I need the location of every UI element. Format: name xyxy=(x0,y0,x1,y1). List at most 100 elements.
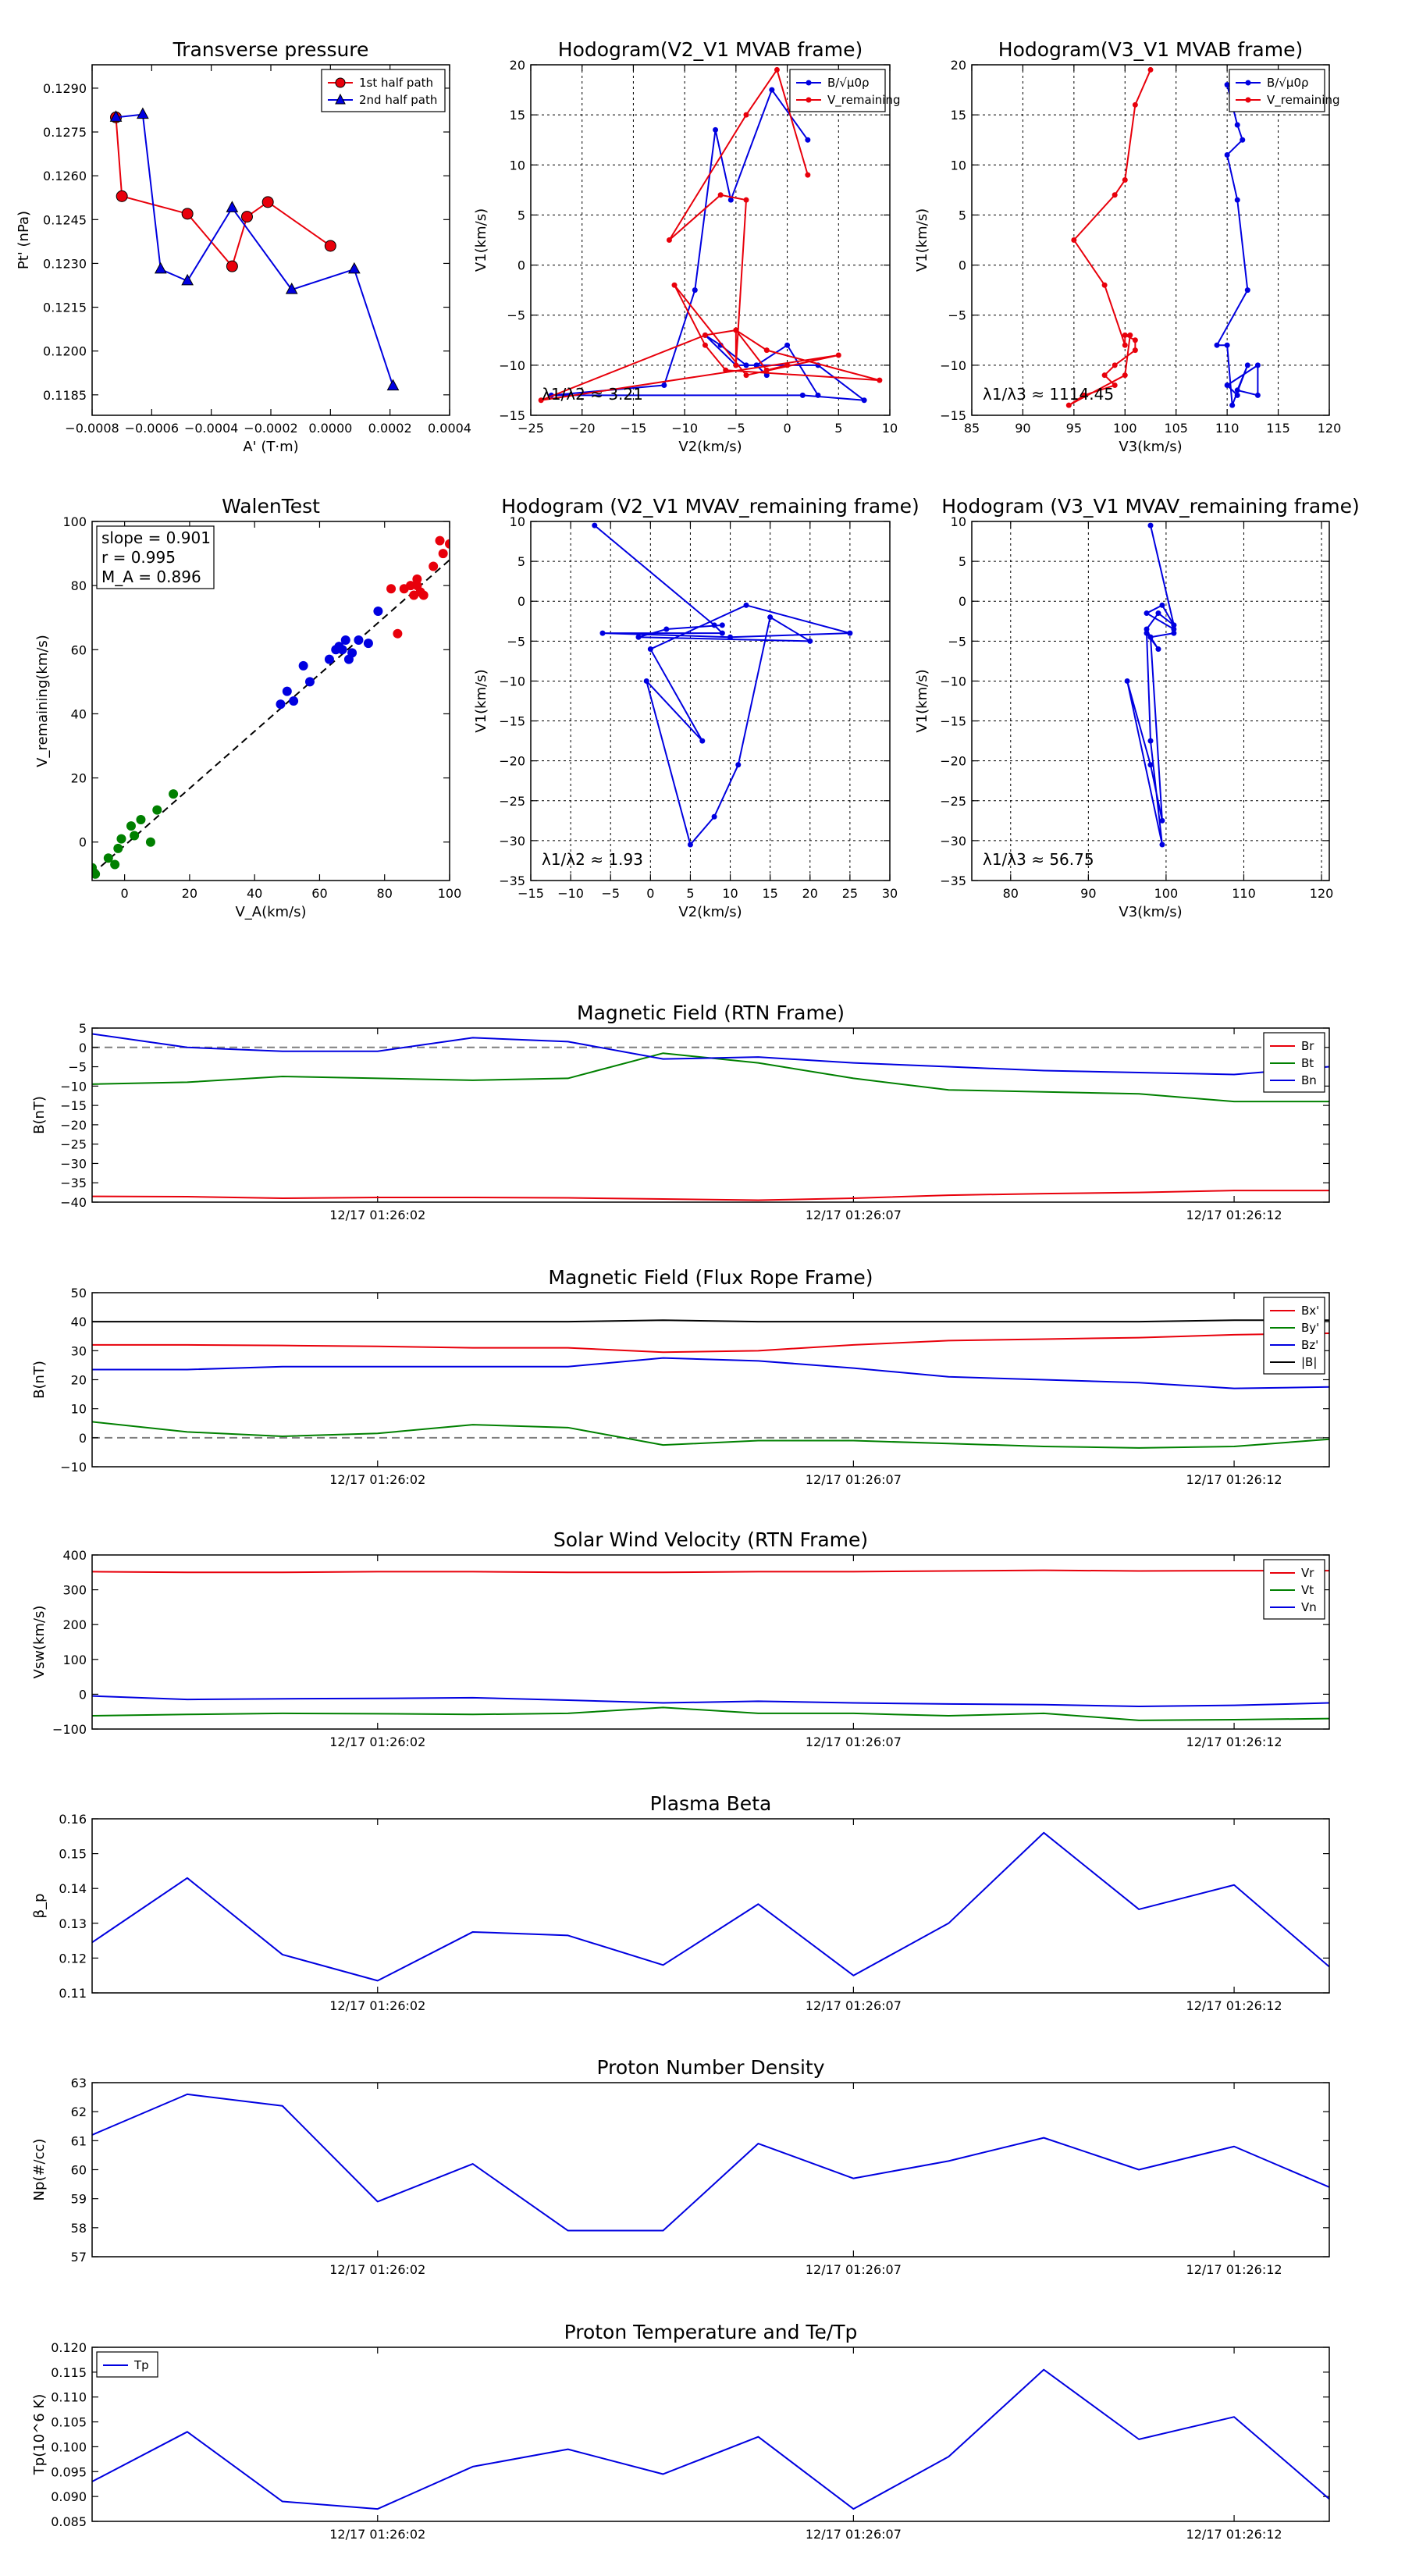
data-point xyxy=(805,137,811,143)
chart-title: Magnetic Field (Flux Rope Frame) xyxy=(548,1266,873,1289)
y-tick-label: −10 xyxy=(499,674,525,688)
data-point xyxy=(635,634,642,640)
data-point xyxy=(1254,392,1261,398)
chart-title: Magnetic Field (RTN Frame) xyxy=(577,1002,845,1024)
chart-hodo_v2v1_mvab: −15 −10 −5 0 5 10 15 20 −25 −20 −15 −10 −5 0 5 10 Hodogr… xyxy=(473,38,901,455)
series-line-V_remaining xyxy=(1126,525,1175,845)
data-point xyxy=(109,110,123,122)
y-axis-label: B(nT) xyxy=(31,1361,48,1399)
y-tick-label: −30 xyxy=(499,834,525,849)
chart-title: Hodogram(V3_V1 MVAB frame) xyxy=(998,38,1303,61)
y-tick-label: 0 xyxy=(79,1431,87,1446)
data-point xyxy=(298,660,308,671)
y-tick-label: 0 xyxy=(959,594,966,609)
chart-mag_fr: −10 0 10 20 30 40 50 12/17 01:26:02 12/17 01:26:… xyxy=(31,1266,1330,1487)
y-axis-label: Pt' (nPa) xyxy=(16,211,32,269)
y-tick-label: 60 xyxy=(71,2163,87,2178)
y-tick-label: −30 xyxy=(60,1156,87,1171)
y-tick-label: 0 xyxy=(79,835,87,850)
data-point xyxy=(412,574,422,584)
ticks: −35 −30 −25 −20 −15 −10 −5 0 5 10 80 90 100 110 120 xyxy=(940,514,1333,901)
data-point xyxy=(1244,362,1250,368)
y-tick-label: 15 xyxy=(951,108,966,123)
data-point xyxy=(1144,626,1150,632)
x-tick-label: −0.0004 xyxy=(184,421,238,436)
y-tick-label: −25 xyxy=(499,794,525,809)
data-point xyxy=(767,614,774,621)
y-tick-label: 40 xyxy=(71,1315,87,1329)
data-point xyxy=(743,112,749,118)
x-tick-label: 12/17 01:26:07 xyxy=(806,1472,902,1487)
data-point xyxy=(807,638,813,644)
data-point xyxy=(1065,402,1072,408)
chart-temperature: 0.085 0.090 0.095 0.100 0.105 0.110 0.115 0.120… xyxy=(31,2321,1330,2542)
y-tick-label: −15 xyxy=(499,714,525,729)
y-tick-label: 0.13 xyxy=(59,1916,87,1931)
ticks: −40 −35 −30 −25 −20 −15 −10 −5 0 5 12/17 01:26:02 1… xyxy=(60,1021,1329,1222)
x-tick-label: −25 xyxy=(518,421,544,436)
data-point xyxy=(240,211,253,223)
data-point xyxy=(743,602,749,608)
data-point xyxy=(1122,177,1128,183)
x-axis-label: A' (T·m) xyxy=(243,439,298,455)
data-point xyxy=(1112,192,1118,198)
x-tick-label: −15 xyxy=(518,886,544,901)
ticks: −15 −10 −5 0 5 10 15 20 85 90 95 100 105 110 115 120 xyxy=(940,58,1341,436)
data-point xyxy=(126,821,136,831)
data-point xyxy=(226,260,238,272)
data-point xyxy=(763,367,770,373)
y-tick-label: 59 xyxy=(71,2192,87,2207)
y-tick-label: 0 xyxy=(79,1041,87,1055)
series-line-V_remaining xyxy=(1068,69,1151,407)
legend-marker xyxy=(335,93,346,105)
y-tick-label: 20 xyxy=(71,1373,87,1388)
x-tick-label: 12/17 01:26:07 xyxy=(806,2527,902,2542)
y-tick-label: 30 xyxy=(71,1343,87,1358)
data-point xyxy=(1127,332,1133,338)
y-tick-label: −10 xyxy=(60,1460,87,1475)
data-point xyxy=(805,172,811,178)
chart-hodo_v3v1_mvab: −15 −10 −5 0 5 10 15 20 85 90 95 100 105 110 115 120 Hod… xyxy=(914,38,1341,455)
chart-title: Plasma Beta xyxy=(650,1792,772,1815)
y-axis-label: B(nT) xyxy=(31,1096,48,1134)
data-point xyxy=(116,190,128,202)
plot-area xyxy=(592,522,853,848)
data-point xyxy=(743,372,749,379)
y-tick-label: 20 xyxy=(510,58,525,73)
legend-label: 2nd half path xyxy=(359,93,437,107)
y-axis-label: Vsw(km/s) xyxy=(31,1606,48,1679)
x-tick-label: 100 xyxy=(438,886,462,901)
y-tick-label: 10 xyxy=(510,514,525,529)
series-line-Bt xyxy=(92,1052,1329,1103)
data-point xyxy=(1122,372,1128,379)
data-point xyxy=(699,738,706,744)
y-tick-label: 100 xyxy=(62,514,87,529)
stats-text: r = 0.995 xyxy=(101,548,176,567)
data-point xyxy=(1112,362,1118,368)
data-point xyxy=(1155,646,1161,653)
x-tick-label: 30 xyxy=(882,886,898,901)
data-point xyxy=(181,273,194,286)
axes-frame xyxy=(971,521,1330,881)
y-tick-label: 50 xyxy=(71,1286,87,1300)
y-tick-label: 400 xyxy=(62,1548,87,1563)
data-point xyxy=(815,392,821,398)
legend-marker xyxy=(1245,97,1251,103)
y-tick-label: 5 xyxy=(959,208,966,222)
ticks: −100 0 100 200 300 400 12/17 01:26:02 12/17 01:… xyxy=(52,1548,1329,1749)
data-point xyxy=(354,635,364,645)
ticks: 0.11 0.12 0.13 0.14 0.15 0.16 12/17 01:26:02 12… xyxy=(59,1812,1329,2013)
y-axis-label: V1(km/s) xyxy=(914,669,930,732)
x-tick-label: 12/17 01:26:12 xyxy=(1186,2262,1282,2277)
legend-label: By' xyxy=(1301,1321,1319,1335)
x-tick-label: 105 xyxy=(1164,421,1188,436)
y-axis-label: V_remaining(km/s) xyxy=(34,635,51,767)
y-tick-label: 10 xyxy=(951,158,966,173)
legend-marker xyxy=(335,77,346,88)
legend: B/√μ0ρ V_remaining xyxy=(789,69,901,112)
data-point xyxy=(347,648,357,658)
series-line-By' xyxy=(92,1421,1329,1449)
y-tick-label: 0 xyxy=(79,1687,87,1702)
ticks: −10 0 10 20 30 40 50 12/17 01:26:02 12/17 01:26:… xyxy=(60,1286,1329,1487)
y-tick-label: 20 xyxy=(951,58,966,73)
